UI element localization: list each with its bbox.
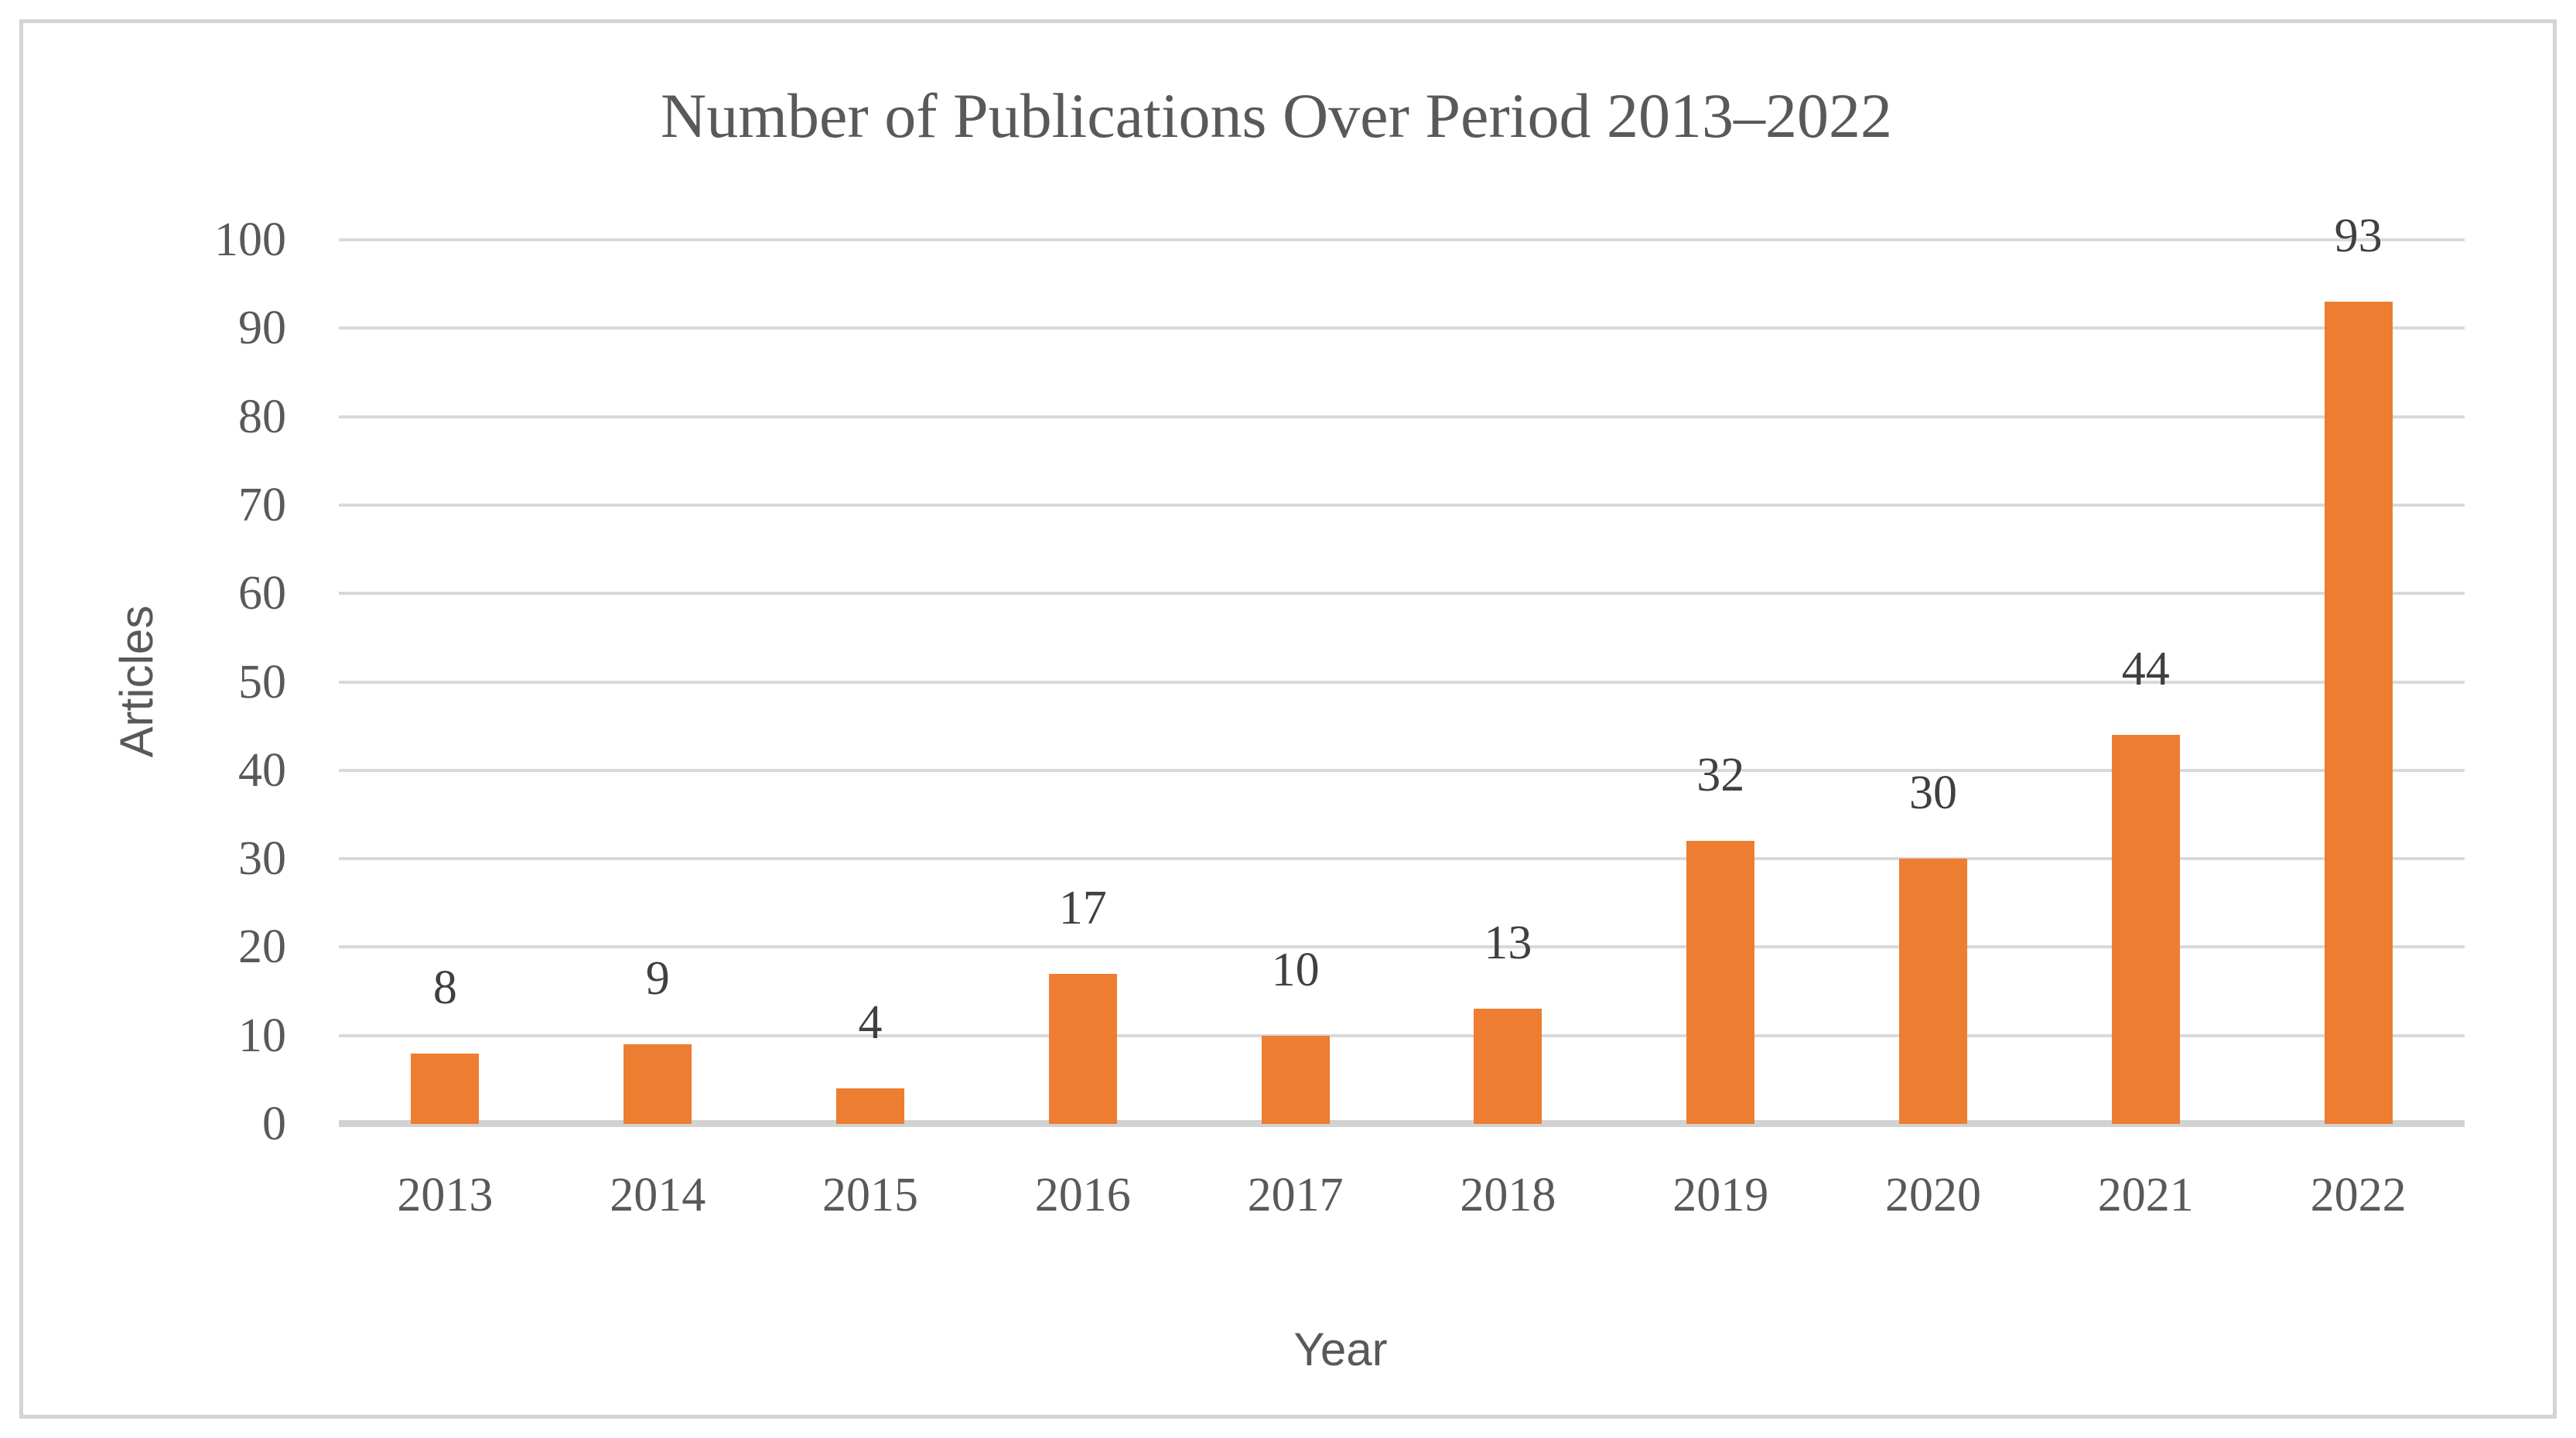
bar-2018 [1474,1009,1543,1124]
y-tick-label-40: 40 [238,743,286,797]
x-tick-label-2020: 2020 [1885,1169,1981,1221]
x-tick-label-2014: 2014 [610,1169,706,1221]
bar-value-label-2015: 4 [858,996,883,1050]
bar-2014 [624,1044,692,1124]
gridline-60 [339,592,2465,596]
bar-value-label-2013: 8 [432,961,457,1014]
bar-value-label-2016: 17 [1058,881,1107,934]
x-tick-label-2013: 2013 [397,1169,494,1221]
bar-2015 [836,1088,904,1124]
y-tick-label-100: 100 [214,213,286,266]
x-tick-label-2018: 2018 [1460,1169,1556,1221]
y-tick-label-10: 10 [238,1009,286,1062]
gridline-10 [339,1033,2465,1037]
bar-2022 [2324,302,2393,1124]
x-tick-label-2015: 2015 [822,1169,918,1221]
chart-title: Number of Publications Over Period 2013–… [661,80,1892,151]
y-tick-label-80: 80 [238,390,286,443]
bar-value-label-2019: 32 [1696,749,1745,802]
bar-value-label-2017: 10 [1271,943,1320,996]
gridline-90 [339,326,2465,330]
gridline-50 [339,680,2465,684]
x-tick-label-2022: 2022 [2310,1169,2407,1221]
bar-value-label-2021: 44 [2121,643,2170,696]
bar-2013 [411,1053,480,1124]
gridline-100 [339,238,2465,241]
y-tick-label-70: 70 [238,478,286,531]
bar-2021 [2111,735,2180,1124]
y-tick-label-90: 90 [238,302,286,355]
x-tick-label-2019: 2019 [1672,1169,1769,1221]
x-axis-title: Year [1293,1324,1388,1375]
y-tick-label-0: 0 [262,1098,286,1150]
bar-2020 [1899,859,1967,1124]
x-tick-label-2021: 2021 [2097,1169,2194,1221]
bar-value-label-2018: 13 [1484,917,1532,970]
bar-value-label-2022: 93 [2334,210,2383,263]
figure-border [19,19,2557,1419]
gridline-30 [339,857,2465,861]
x-tick-label-2017: 2017 [1247,1169,1344,1221]
gridline-70 [339,503,2465,507]
y-tick-label-30: 30 [238,832,286,886]
bar-value-label-2014: 9 [645,952,670,1006]
bar-2016 [1048,973,1117,1124]
y-tick-label-50: 50 [238,655,286,709]
y-tick-label-60: 60 [238,567,286,620]
gridline-80 [339,415,2465,418]
bar-value-label-2020: 30 [1909,767,1957,820]
bar-2019 [1686,841,1755,1124]
bar-2017 [1261,1035,1330,1124]
gridline-20 [339,945,2465,949]
y-tick-label-20: 20 [238,921,286,974]
gridline-40 [339,768,2465,772]
plot-area: 8 9 4 17 10 13 32 30 44 93 [339,210,2465,1127]
x-axis-line [339,1120,2465,1127]
x-tick-label-2016: 2016 [1034,1169,1131,1221]
